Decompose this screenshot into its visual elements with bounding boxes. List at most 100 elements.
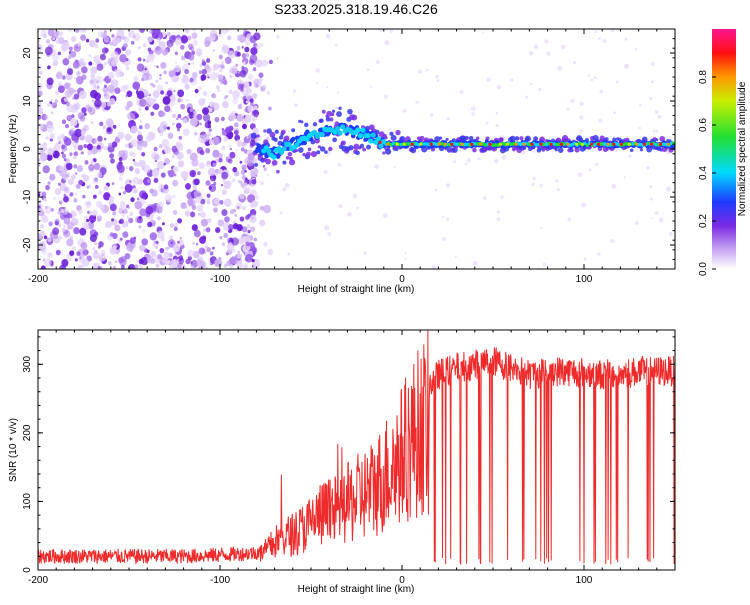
- spectrogram-noise-blob: [247, 104, 255, 113]
- spectrogram-faint-blob: [532, 150, 536, 153]
- spectrogram-faint-blob: [583, 257, 587, 261]
- spectrogram-noise-blob: [184, 205, 188, 209]
- spectrogram-noise-blob: [76, 70, 81, 76]
- spectrogram-noise-blob: [236, 224, 243, 232]
- spectrogram-signal-halo: [250, 132, 257, 139]
- spectrogram-faint-blob: [655, 129, 659, 133]
- spectrogram-signal-halo: [524, 135, 531, 142]
- spectrogram-noise-blob: [63, 97, 68, 102]
- spectrogram-signal-band: [291, 136, 296, 142]
- spectrogram-signal-halo: [287, 151, 293, 157]
- spectrogram-peak: [386, 142, 390, 146]
- spectrogram-noise-blob: [77, 112, 85, 120]
- spectrogram-noise-blob: [54, 234, 59, 239]
- spectrogram-peak: [596, 142, 601, 146]
- spectrogram-signal-halo: [655, 138, 659, 142]
- spectrogram-noise-blob: [45, 136, 49, 140]
- spectrogram-noise-blob: [255, 174, 258, 177]
- spectrogram-noise-blob: [47, 181, 51, 185]
- spectrogram-noise-blob: [119, 54, 127, 63]
- spectrogram-signal-ridge: [473, 142, 477, 146]
- spectrogram-noise-blob: [71, 36, 77, 43]
- spectrogram-noise-blob: [74, 192, 78, 196]
- snr-xtick-label: -200: [28, 575, 48, 586]
- spectrogram-noise-blob: [226, 237, 230, 241]
- spectrogram-faint-blob: [646, 166, 650, 170]
- spectrogram-noise-blob: [45, 39, 51, 44]
- spectrogram-noise-blob: [163, 162, 166, 166]
- spectrogram-faint-blob: [611, 183, 617, 189]
- spectrogram-noise-blob: [122, 190, 126, 195]
- spectrogram-noise-blob: [77, 264, 84, 269]
- spectrogram-signal-halo: [612, 137, 617, 142]
- spectrogram-signal-ridge: [475, 142, 480, 146]
- spectrogram-ytick-label: -20: [22, 237, 33, 252]
- spectrogram-noise-blob: [92, 251, 100, 259]
- spectrogram-noise-blob: [44, 205, 52, 214]
- spectrogram-noise-blob: [120, 237, 123, 241]
- spectrogram-noise-blob: [140, 256, 149, 266]
- spectrogram-faint-blob: [382, 213, 388, 218]
- spectrogram-noise-blob: [234, 122, 239, 128]
- spectrogram-signal-halo: [514, 136, 520, 141]
- spectrogram-noise-blob: [163, 251, 170, 259]
- spectrogram-noise-blob: [41, 191, 47, 197]
- spectrogram-noise-blob: [153, 64, 156, 68]
- spectrogram-signal-ridge: [455, 142, 460, 146]
- spectrogram-noise-blob: [250, 102, 254, 107]
- spectrogram-noise-blob: [80, 242, 88, 250]
- colorbar-tick-label: 0.0: [698, 262, 709, 276]
- spectrogram-noise-blob: [196, 258, 203, 266]
- spectrogram-noise-blob: [221, 45, 230, 54]
- spectrogram-noise-blob: [219, 68, 223, 73]
- spectrogram-noise-blob: [161, 257, 168, 264]
- spectrogram-noise-blob: [109, 203, 117, 212]
- spectrogram-noise-blob: [55, 40, 59, 44]
- spectrogram-faint-blob: [610, 238, 615, 244]
- spectrogram-noise-blob: [251, 258, 255, 263]
- spectrogram-noise-blob: [174, 61, 177, 64]
- spectrogram-noise-blob: [169, 35, 176, 43]
- spectrogram-noise-blob: [86, 143, 93, 151]
- spectrogram-noise-blob: [180, 170, 189, 180]
- spectrogram-noise-blob: [148, 93, 151, 97]
- spectrogram-noise-blob: [135, 162, 140, 167]
- spectrogram-noise-blob: [133, 33, 141, 42]
- spectrogram-noise-blob: [221, 171, 229, 180]
- spectrogram-noise-blob: [60, 133, 65, 139]
- spectrogram-peak: [460, 142, 464, 146]
- spectrogram-noise-blob: [63, 196, 69, 203]
- spectrogram-faint-blob: [638, 126, 642, 130]
- spectrogram-noise-blob: [150, 82, 154, 87]
- spectrogram-noise-blob: [67, 213, 73, 219]
- spectrogram-noise-blob: [72, 155, 77, 160]
- spectrogram-noise-blob: [210, 29, 218, 38]
- spectrogram-noise-blob: [190, 211, 196, 218]
- spectrogram-noise-blob: [241, 46, 244, 49]
- spectrogram-noise-blob: [245, 187, 251, 194]
- spectrogram-noise-blob: [193, 190, 202, 199]
- spectrogram-y-label: Frequency (Hz): [8, 115, 19, 184]
- spectrogram-noise-blob: [267, 248, 274, 256]
- spectrogram-noise-blob: [109, 153, 115, 159]
- spectrogram-noise-blob: [61, 151, 64, 155]
- spectrogram-noise-blob: [139, 119, 143, 123]
- spectrogram-noise-blob: [204, 64, 210, 71]
- spectrogram-noise-blob: [241, 164, 247, 171]
- spectrogram-noise-blob: [182, 118, 188, 124]
- spectrogram-noise-blob: [218, 168, 223, 175]
- spectrogram-noise-blob: [107, 84, 115, 93]
- spectrogram-noise-blob: [234, 213, 237, 217]
- spectrogram-noise-blob: [200, 211, 206, 218]
- spectrogram-noise-blob: [207, 167, 216, 177]
- spectrogram-x-label: Height of straight line (km): [298, 284, 415, 295]
- spectrogram-noise-blob: [204, 121, 211, 129]
- spectrogram-noise-blob: [173, 89, 176, 93]
- spectrogram-noise-blob: [82, 249, 89, 256]
- spectrogram-noise-blob: [186, 148, 192, 155]
- spectrogram-noise-blob: [226, 260, 232, 267]
- spectrogram-noise-blob: [159, 132, 164, 137]
- spectrogram-noise-blob: [144, 123, 151, 130]
- spectrogram-noise-blob: [242, 206, 246, 210]
- spectrogram-signal-ridge: [600, 142, 605, 146]
